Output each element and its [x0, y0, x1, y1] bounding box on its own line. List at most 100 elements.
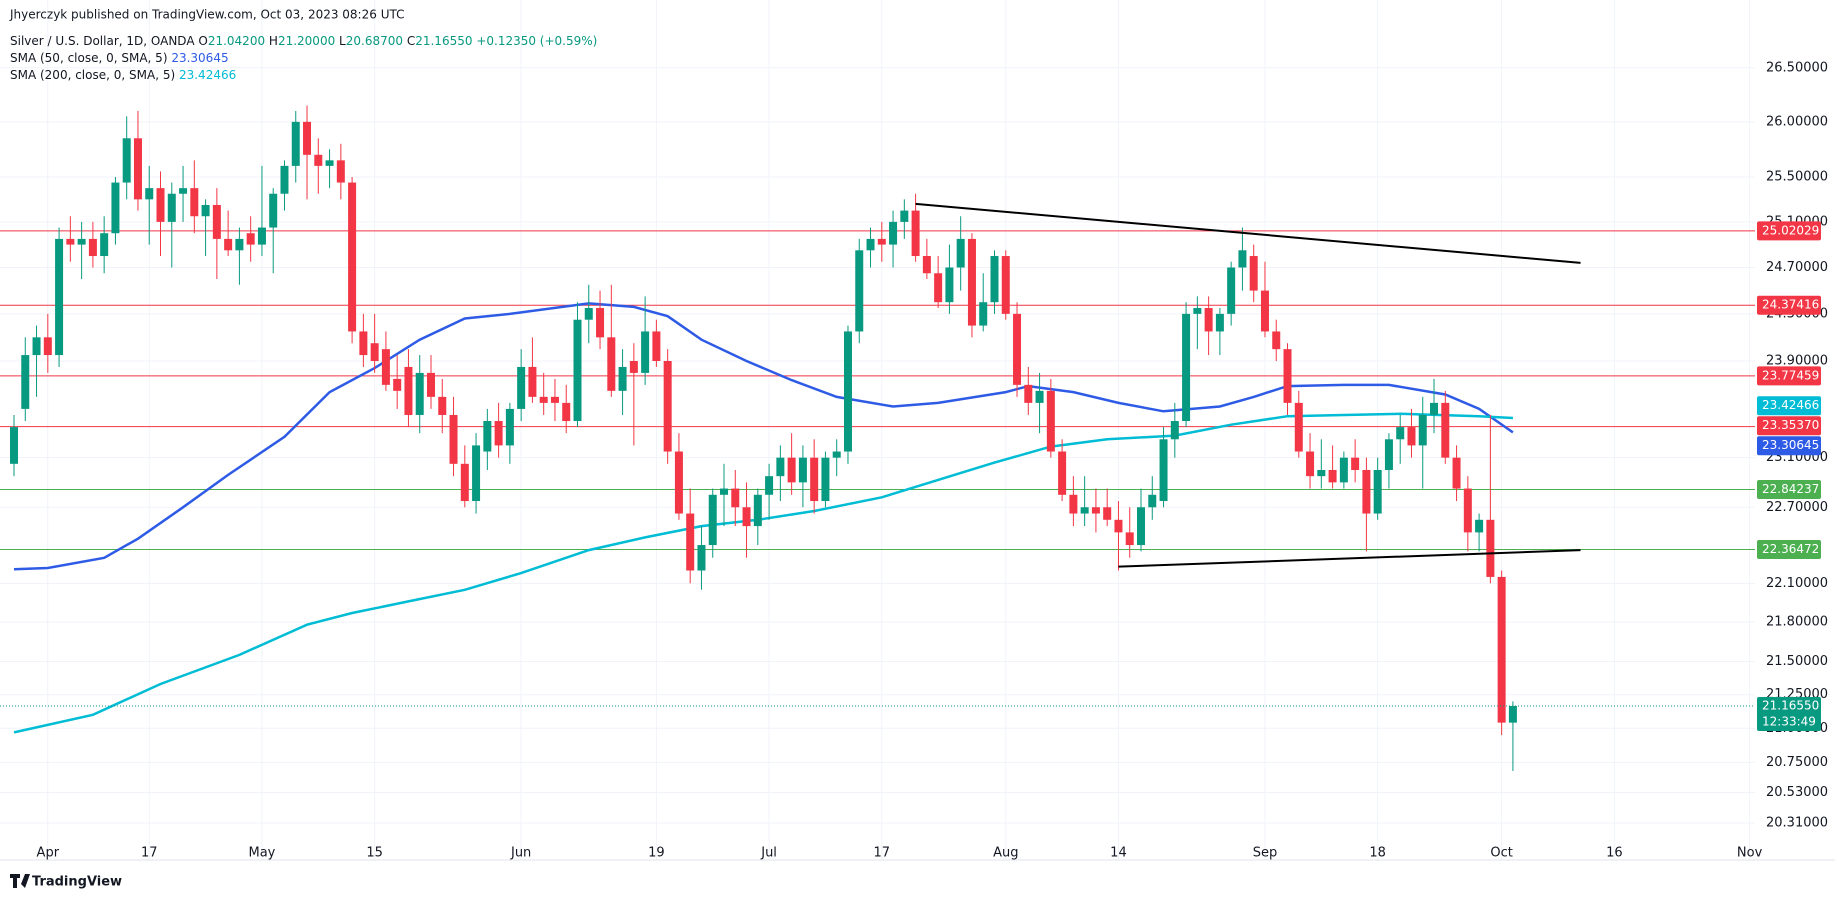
candle-body — [697, 545, 706, 571]
price-badge-label: 22.36472 — [1762, 542, 1819, 556]
candle-body — [821, 457, 830, 502]
x-tick-label: Nov — [1737, 846, 1763, 861]
y-tick-label: 26.50000 — [1766, 60, 1828, 75]
candle-body — [753, 494, 762, 527]
candle-body — [956, 238, 965, 268]
candle-body — [1486, 519, 1495, 577]
x-tick-label: 19 — [648, 846, 665, 861]
candle-body — [1148, 494, 1157, 508]
candle-body — [10, 427, 18, 464]
price-badge — [1757, 697, 1821, 732]
candle-body — [156, 188, 165, 222]
candle-body — [1384, 439, 1393, 470]
candle-body — [528, 366, 537, 397]
header: Jhyerczyk published on TradingView.com, … — [9, 8, 597, 82]
y-tick-label: 22.10000 — [1766, 576, 1828, 591]
candle-body — [460, 463, 469, 502]
price-badge — [1757, 436, 1821, 456]
x-tick-label: 16 — [1606, 846, 1623, 861]
price-badge-label: 23.35370 — [1762, 418, 1819, 432]
x-tick-label: Oct — [1490, 846, 1512, 861]
candle-body — [1475, 519, 1484, 533]
candle-body — [1430, 402, 1439, 415]
x-tick-label: Apr — [37, 846, 60, 861]
candle-body — [1227, 267, 1236, 314]
candle-body — [787, 457, 796, 483]
price-badge — [1757, 480, 1821, 500]
header-text: Jhyerczyk published on TradingView.com, … — [9, 8, 404, 22]
candle-body — [596, 308, 605, 338]
candle-body — [336, 160, 345, 183]
legend-field-value: 21.04200 — [208, 34, 265, 48]
candle-body — [573, 319, 582, 422]
candle-body — [1013, 313, 1022, 385]
candle-body — [88, 238, 97, 257]
candle-body — [776, 457, 785, 477]
footer-text: TradingView — [32, 875, 122, 890]
candle-body — [359, 331, 368, 356]
candle-body — [934, 273, 943, 303]
price-badge-label: 21.16550 — [1762, 699, 1819, 713]
footer-logo: TradingView — [10, 874, 122, 890]
candle-body — [889, 221, 898, 245]
legend-symbol-text: Silver / U.S. Dollar, 1D, OANDA — [10, 34, 195, 48]
legend-field-key: O — [198, 34, 207, 48]
candle-body — [212, 204, 221, 239]
candle-body — [280, 165, 289, 194]
candle-body — [269, 193, 278, 228]
legend-field-key: C — [407, 34, 415, 48]
candle-body — [607, 337, 616, 391]
legend-sma-value: 23.42466 — [179, 68, 236, 82]
sma-line — [13, 302, 1514, 571]
candle-body — [550, 396, 559, 403]
candle-body — [1260, 290, 1269, 332]
candle-body — [381, 349, 390, 385]
candle-body — [1080, 507, 1089, 514]
candle-body — [1024, 384, 1033, 403]
legend-change: +0.12350 (+0.59%) — [476, 34, 597, 48]
candle-body — [855, 250, 864, 332]
candle-body — [1396, 427, 1405, 440]
candle-body — [224, 238, 233, 251]
candle-body — [967, 238, 976, 326]
candle-body — [1463, 488, 1472, 533]
candle-body — [55, 238, 64, 356]
candle-body — [618, 366, 627, 391]
candle-body — [325, 160, 334, 166]
y-tick-label: 23.90000 — [1766, 353, 1828, 368]
candle-body — [1046, 390, 1055, 452]
price-badge-label: 22.84237 — [1762, 482, 1819, 496]
candle-body — [1114, 519, 1123, 533]
price-badge — [1757, 366, 1821, 386]
candle-body — [404, 366, 413, 415]
price-badge — [1757, 295, 1821, 315]
price-badge — [1757, 416, 1821, 436]
legend-sma200: SMA (200, close, 0, SMA, 5) 23.42466 — [10, 68, 236, 82]
candle-body — [945, 267, 954, 303]
candle-body — [21, 355, 30, 409]
legend-symbol: Silver / U.S. Dollar, 1D, OANDA O21.0420… — [10, 34, 597, 48]
legend-sma-name: SMA (50, close, 0, SMA, 5) — [10, 51, 168, 65]
legend-field-value: 21.16550 — [415, 34, 472, 48]
candle-body — [539, 396, 548, 403]
price-badge-label: 25.02029 — [1762, 223, 1819, 237]
price-badge — [1757, 540, 1821, 560]
candle-body — [449, 414, 458, 464]
candle-body — [866, 238, 875, 251]
x-tick-label: 18 — [1369, 846, 1386, 861]
y-tick-label: 24.70000 — [1766, 260, 1828, 275]
candle-body — [1137, 507, 1145, 546]
candle-body — [32, 337, 41, 356]
candle-body — [201, 204, 210, 217]
x-tick-label: 17 — [141, 846, 158, 861]
candle-body — [1441, 402, 1450, 458]
candle-body — [1317, 469, 1326, 477]
legend-field-key: L — [339, 34, 346, 48]
candle-body — [1306, 451, 1315, 477]
candle-body — [1452, 457, 1461, 489]
y-tick-label: 22.70000 — [1766, 500, 1828, 515]
candle-body — [505, 408, 514, 446]
candle-body — [742, 507, 751, 527]
legend-sma-value: 23.30645 — [171, 51, 228, 65]
